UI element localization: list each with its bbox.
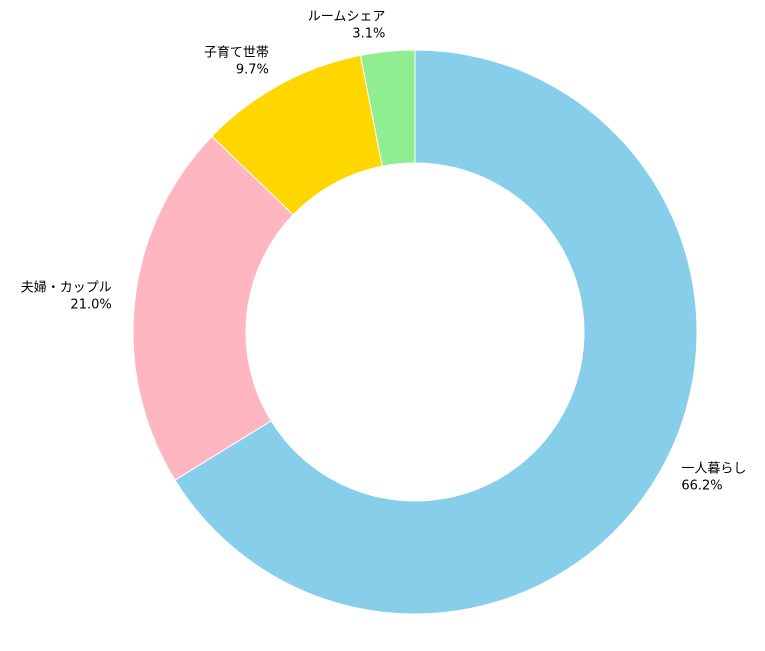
slice-2-name: 子育て世帯 [204,44,269,60]
slice-0-label: 一人暮らし 66.2% [681,462,746,494]
slice-3-wedge [359,49,416,167]
slice-3-name: ルームシェア [308,9,386,24]
slice-1-name: 夫婦・カップル [21,279,112,295]
slice-labels: 一人暮らし 66.2% 夫婦・カップル 21.0% 子育て世帯 9.7% ルームシェア 3.1… [21,9,747,493]
slice-1-percent: 21.0% [70,297,111,312]
slice-1-label: 夫婦・カップル 21.0% [21,279,112,312]
slice-0-wedge [174,49,698,615]
slice-0-percent: 66.2% [681,479,722,494]
slice-2-label: 子育て世帯 9.7% [204,44,269,77]
donut-slices [132,49,698,615]
slice-1-wedge [132,135,294,481]
slice-3-label: ルームシェア 3.1% [308,9,386,41]
slice-3-percent: 3.1% [352,26,385,41]
slice-2-percent: 9.7% [236,62,269,77]
slice-0-name: 一人暮らし [681,462,746,477]
